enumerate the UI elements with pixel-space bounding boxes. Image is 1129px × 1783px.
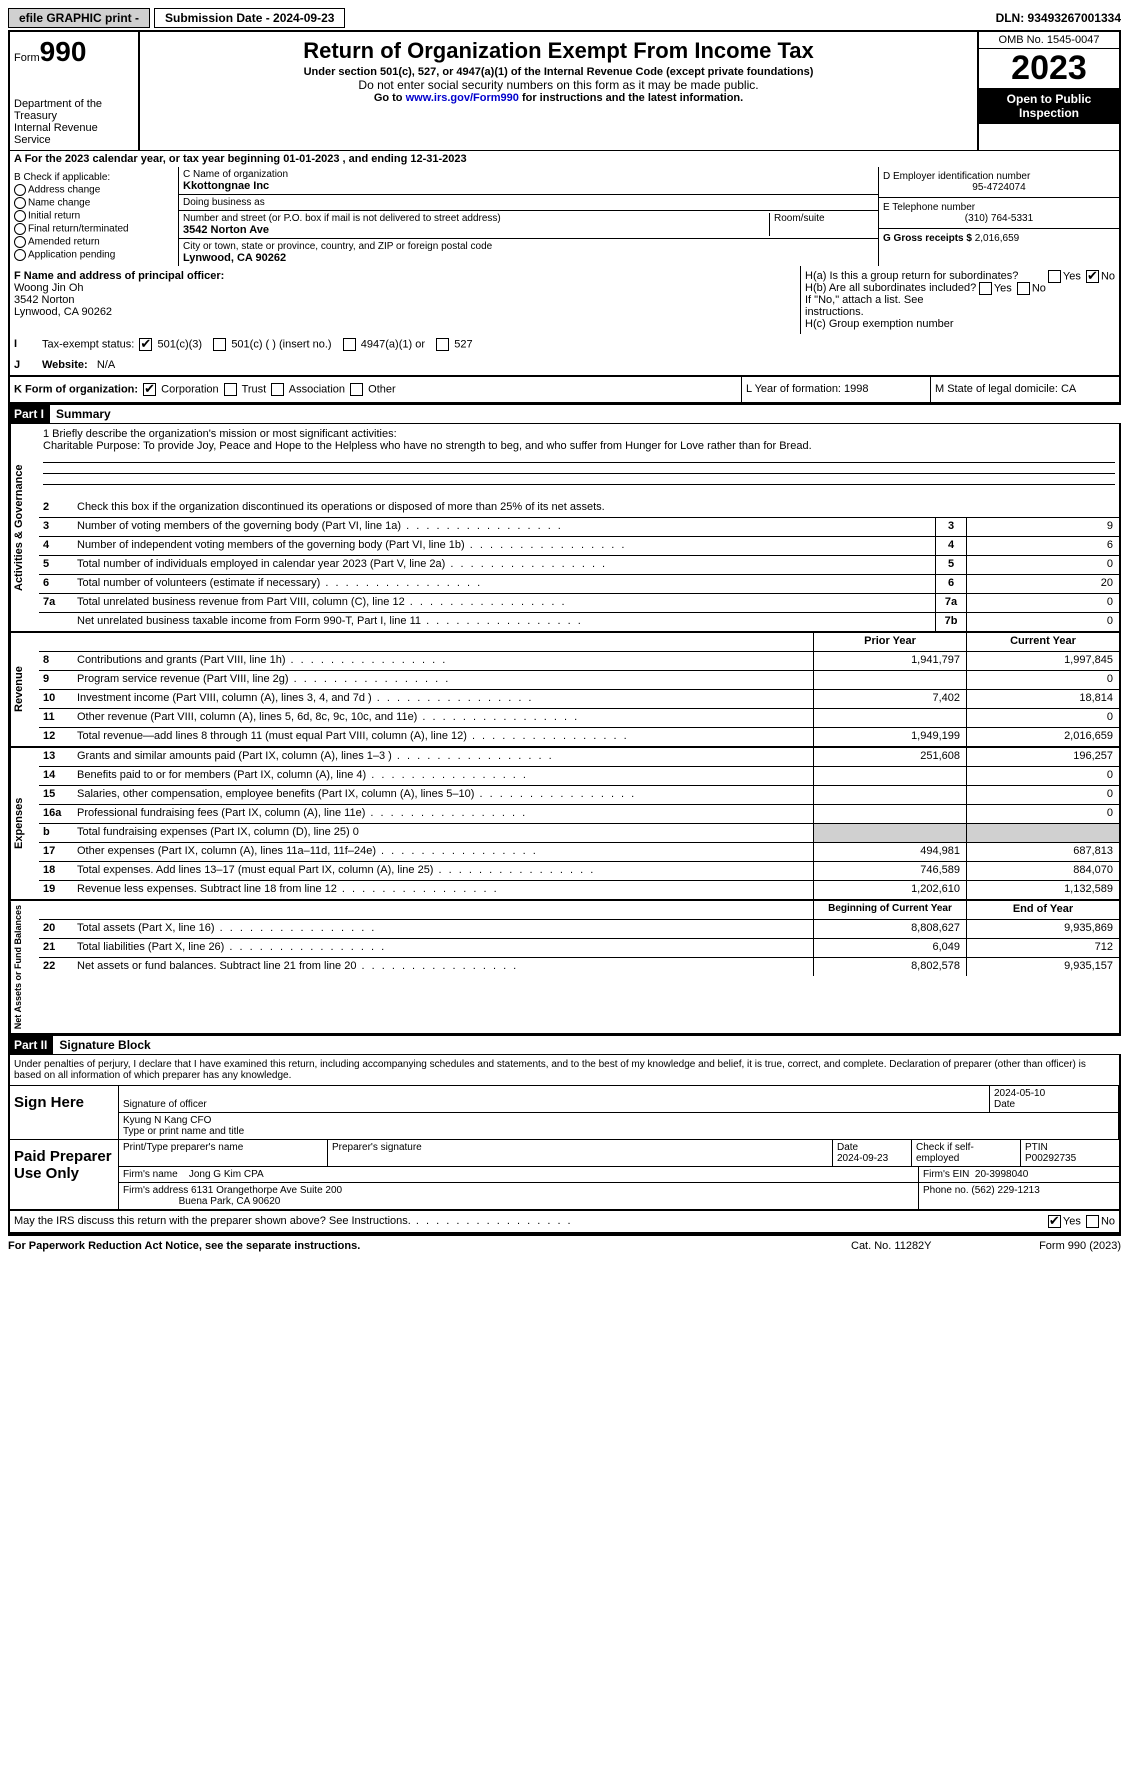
dln: DLN: 93493267001334 [996, 11, 1121, 25]
summary-exp: Expenses 13Grants and similar amounts pa… [8, 748, 1121, 901]
submission-date: Submission Date - 2024-09-23 [154, 8, 345, 28]
checkbox-icon[interactable] [343, 338, 356, 351]
vtab-activities: Activities & Governance [10, 424, 39, 631]
city-state-zip: Lynwood, CA 90262 [183, 252, 286, 264]
sign-here-label: Sign Here [10, 1086, 119, 1139]
ein: 95-4724074 [883, 182, 1115, 193]
omb-number: OMB No. 1545-0047 [979, 32, 1119, 49]
subtitle-1: Under section 501(c), 527, or 4947(a)(1)… [144, 66, 973, 78]
checkbox-icon[interactable] [1048, 1215, 1061, 1228]
checkbox-icon[interactable] [14, 197, 26, 209]
firm-name: Jong G Kim CPA [189, 1169, 264, 1180]
paid-preparer-label: Paid Preparer Use Only [10, 1140, 119, 1209]
dept-treasury: Department of the Treasury [14, 98, 134, 122]
checkbox-icon[interactable] [979, 282, 992, 295]
row-a-period: A For the 2023 calendar year, or tax yea… [8, 150, 1121, 167]
summary-rev: Revenue Prior YearCurrent Year 8Contribu… [8, 633, 1121, 748]
info-grid: B Check if applicable: Address change Na… [8, 167, 1121, 266]
firm-ein: 20-3998040 [975, 1169, 1028, 1180]
checkbox-icon[interactable] [213, 338, 226, 351]
vtab-netassets: Net Assets or Fund Balances [10, 901, 39, 1033]
efile-label: efile GRAPHIC print - [8, 8, 150, 28]
checkbox-icon[interactable] [1048, 270, 1061, 283]
form-word: Form [14, 52, 40, 64]
signature-block: Under penalties of perjury, I declare th… [8, 1055, 1121, 1211]
part-i-header: Part I [8, 405, 50, 423]
checkbox-icon[interactable] [1017, 282, 1030, 295]
phone: (310) 764-5331 [883, 213, 1115, 224]
checkbox-icon[interactable] [139, 338, 152, 351]
vtab-expenses: Expenses [10, 748, 39, 899]
form-title: Return of Organization Exempt From Incom… [144, 38, 973, 64]
gross-receipts: 2,016,659 [975, 233, 1020, 244]
part-ii-header: Part II [8, 1036, 53, 1054]
checkbox-icon[interactable] [271, 383, 284, 396]
summary-ag: Activities & Governance 1 Briefly descri… [8, 424, 1121, 633]
checkbox-icon[interactable] [14, 223, 26, 235]
org-name: Kkottongnae Inc [183, 180, 269, 192]
ptin: P00292735 [1025, 1153, 1076, 1164]
checkbox-icon[interactable] [14, 210, 26, 222]
year-formation: L Year of formation: 1998 [741, 377, 930, 402]
footer: For Paperwork Reduction Act Notice, see … [8, 1234, 1121, 1256]
dba-label: Doing business as [179, 195, 878, 211]
mission-text: Charitable Purpose: To provide Joy, Peac… [43, 440, 1115, 452]
state-domicile: M State of legal domicile: CA [930, 377, 1119, 402]
row-fgh: F Name and address of principal officer:… [8, 266, 1121, 334]
vtab-revenue: Revenue [10, 633, 39, 746]
top-bar: efile GRAPHIC print - Submission Date - … [8, 8, 1121, 28]
irs-label: Internal Revenue Service [14, 122, 134, 146]
website: N/A [97, 359, 115, 371]
public-inspection: Open to Public Inspection [979, 88, 1119, 124]
irs-link[interactable]: www.irs.gov/Form990 [406, 92, 519, 104]
checkbox-icon[interactable] [14, 236, 26, 248]
address: 3542 Norton Ave [183, 224, 269, 236]
summary-na: Net Assets or Fund Balances Beginning of… [8, 901, 1121, 1036]
checkbox-icon[interactable] [14, 249, 26, 261]
checkbox-icon[interactable] [1086, 1215, 1099, 1228]
discuss-question: May the IRS discuss this return with the… [14, 1215, 1046, 1228]
tax-year: 2023 [979, 49, 1119, 88]
checkbox-icon[interactable] [1086, 270, 1099, 283]
row-j: J Website: N/A [8, 355, 1121, 376]
checkbox-icon[interactable] [436, 338, 449, 351]
officer-name-title: Kyung N Kang CFO [123, 1115, 211, 1126]
preparer-phone: (562) 229-1213 [971, 1185, 1039, 1196]
box-b-label: B Check if applicable: [14, 172, 174, 183]
checkbox-icon[interactable] [143, 383, 156, 396]
perjury-declaration: Under penalties of perjury, I declare th… [10, 1055, 1119, 1086]
checkbox-icon[interactable] [224, 383, 237, 396]
row-k: K Form of organization: Corporation Trus… [8, 376, 1121, 405]
checkbox-icon[interactable] [14, 184, 26, 196]
officer-name: Woong Jin Oh [14, 282, 84, 294]
row-ij: I Tax-exempt status: 501(c)(3) 501(c) ( … [8, 334, 1121, 355]
checkbox-icon[interactable] [350, 383, 363, 396]
subtitle-2: Do not enter social security numbers on … [144, 78, 973, 92]
form-number: 990 [40, 36, 87, 67]
form-header: Form990 Department of the Treasury Inter… [8, 30, 1121, 150]
